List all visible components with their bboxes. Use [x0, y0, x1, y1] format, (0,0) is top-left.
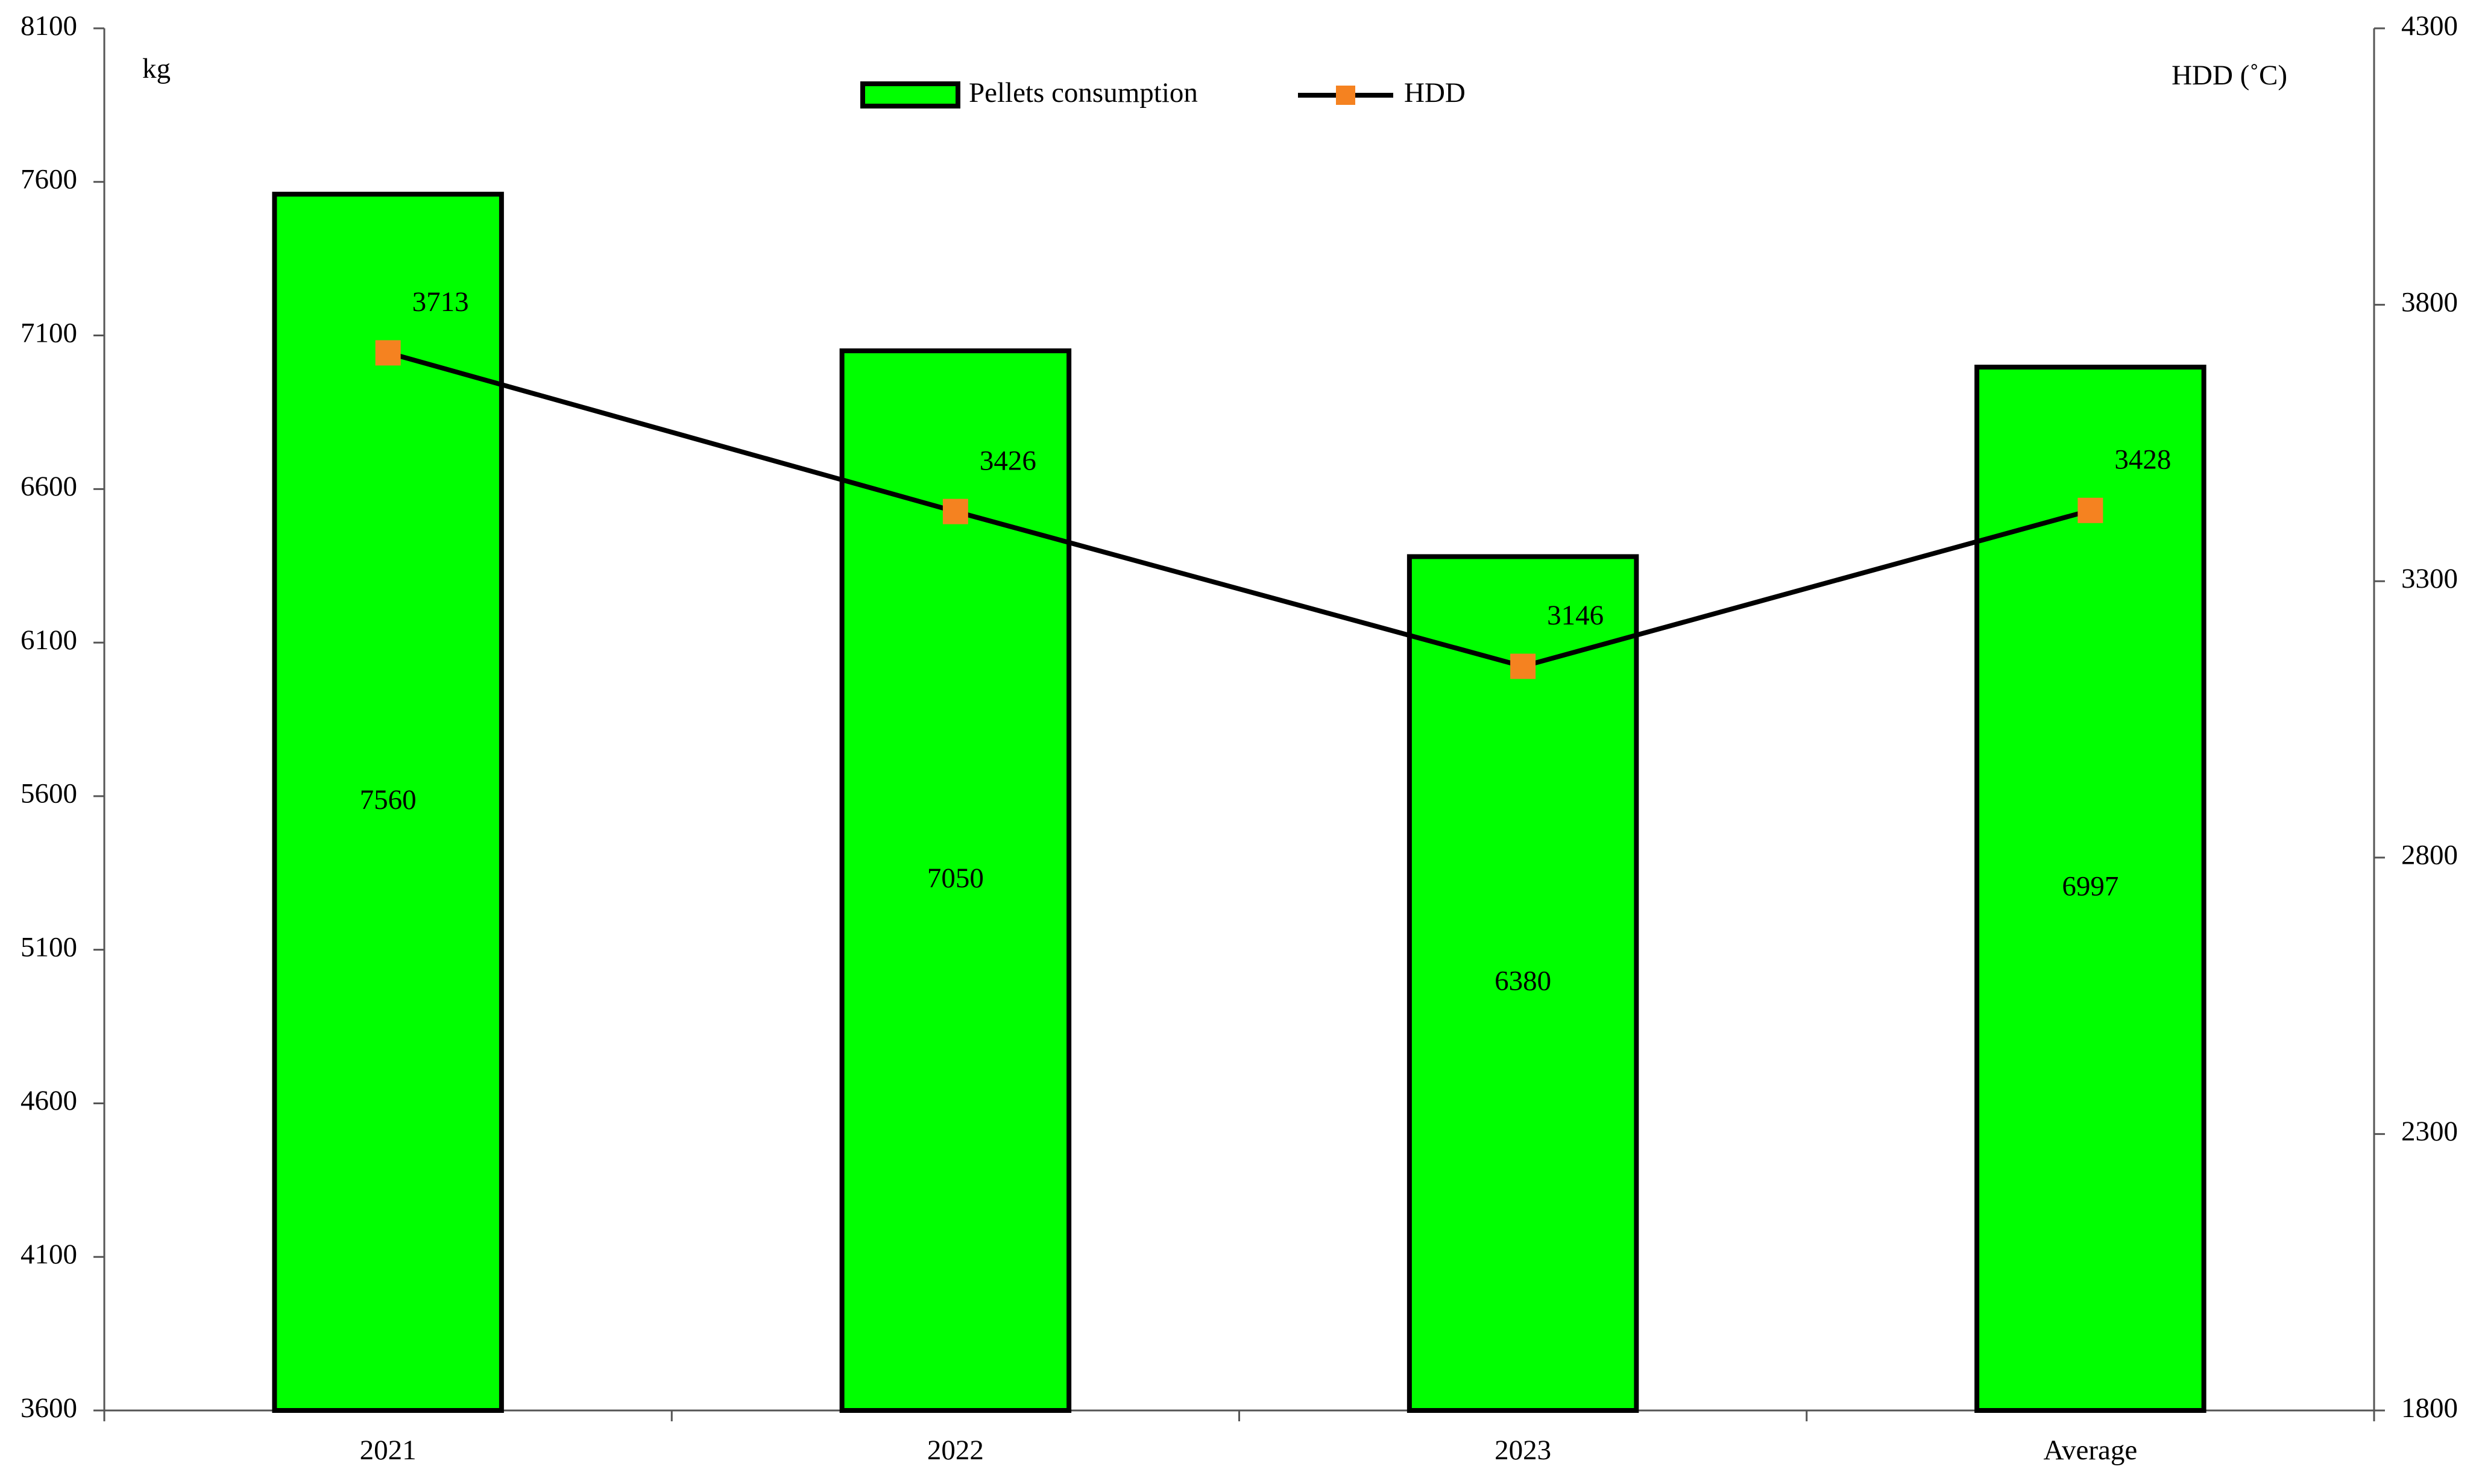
y-tick-label: 8100 — [20, 10, 77, 42]
line-marker — [2077, 497, 2103, 523]
x-tick-label: 2022 — [927, 1435, 984, 1466]
line — [387, 350, 2091, 669]
y2-tick-label: 3800 — [2401, 286, 2458, 318]
bar-value-label: 6380 — [1495, 965, 1551, 996]
line-value-label: 3426 — [980, 445, 1036, 476]
bar-value-label: 7560 — [360, 784, 417, 816]
line-marker — [942, 498, 968, 524]
x-tick-label: 2023 — [1495, 1435, 1551, 1466]
y2-tick-label: 2800 — [2401, 840, 2458, 871]
y-axis-label: kg — [142, 53, 171, 84]
y-tick-label: 4600 — [20, 1085, 77, 1116]
y-tick-label: 7600 — [20, 164, 77, 195]
y2-tick-label: 3300 — [2401, 563, 2458, 594]
y2-tick-label: 1800 — [2401, 1392, 2458, 1424]
line-value-label: 3428 — [2114, 444, 2171, 476]
y-tick-label: 3600 — [20, 1392, 77, 1424]
x-tick-label: 2021 — [360, 1435, 417, 1466]
bar — [272, 192, 504, 1413]
legend-swatch — [860, 81, 960, 108]
bar — [839, 348, 1072, 1413]
y-tick-label: 6100 — [20, 624, 77, 656]
bar-value-label: 7050 — [927, 863, 984, 894]
bar — [1974, 365, 2206, 1413]
line-value-label: 3146 — [1547, 600, 1604, 631]
bar — [1406, 554, 1639, 1413]
line-value-label: 3713 — [412, 286, 469, 318]
y-tick-label: 5600 — [20, 778, 77, 810]
line-marker — [1510, 653, 1536, 679]
legend-label: Pellets consumption — [969, 77, 1198, 108]
x-tick-label: Average — [2044, 1435, 2138, 1466]
y2-tick-label: 2300 — [2401, 1116, 2458, 1147]
y2-axis-label: HDD (˚C) — [2172, 60, 2287, 91]
legend-label: HDD — [1404, 77, 1466, 108]
y-tick-label: 4100 — [20, 1239, 77, 1270]
y-tick-label: 6600 — [20, 471, 77, 502]
y-tick-label: 5100 — [20, 931, 77, 963]
bar-value-label: 6997 — [2062, 870, 2118, 902]
legend-marker — [1336, 86, 1355, 105]
y-tick-label: 7100 — [20, 317, 77, 348]
y2-tick-label: 4300 — [2401, 10, 2458, 42]
line-marker — [375, 340, 401, 366]
